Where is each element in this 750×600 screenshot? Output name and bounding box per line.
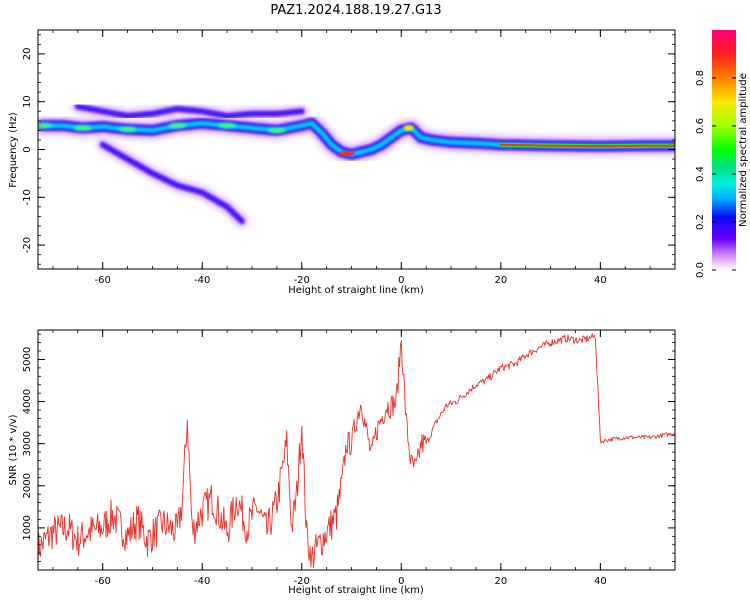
- spectrogram-x-tick-label: 40: [594, 275, 607, 286]
- snr-y-tick-label: 5000: [22, 347, 33, 372]
- snr-y-tick-label: 1000: [22, 515, 33, 540]
- snr-ylabel: SNR (10 * v/v): [8, 414, 19, 485]
- colorbar: 0.0 0.2 0.4 0.6 0.8 Normalized spectral ampl…: [695, 30, 749, 278]
- snr-x-tick-label: -20: [294, 576, 310, 587]
- spectrogram-y-tick-label: -20: [22, 237, 33, 253]
- colorbar-ticks: 0.0 0.2 0.4 0.6 0.8: [695, 70, 736, 278]
- spectral-peak: [218, 122, 237, 129]
- snr-y-tick-label: 4000: [22, 389, 33, 414]
- spectrogram-xlabel: Height of straight line (km): [288, 285, 424, 296]
- spectrogram-x-tick-label: -60: [95, 275, 111, 286]
- snr-series-line: [38, 333, 675, 569]
- spectrogram-x-tick-label: -40: [194, 275, 210, 286]
- colorbar-tick-label: 0.6: [695, 118, 706, 134]
- spectral-peak: [267, 127, 286, 134]
- spectrogram-x-tick-label: 20: [494, 275, 507, 286]
- spectral-peak: [168, 122, 187, 129]
- spectrogram-x-tick-label: -20: [294, 275, 310, 286]
- spectral-peak: [38, 122, 52, 129]
- spectrogram-y-tick-label: 20: [22, 48, 33, 61]
- colorbar-tick-label: 0.0: [695, 262, 706, 278]
- snr-y-tick-label: 3000: [22, 431, 33, 456]
- colorbar-label: Normalized spectral amplitude: [738, 73, 749, 227]
- ridge-main-peak: [499, 143, 675, 148]
- spectral-peak: [118, 126, 137, 133]
- spectrogram-ticks: -60 -40 -20 0 20 40 -20 -10 0 10 20: [22, 30, 676, 286]
- spectrogram-y-tick-label: -10: [22, 189, 33, 205]
- snr-xlabel: Height of straight line (km): [288, 585, 424, 596]
- snr-panel: -60 -40 -20 0 20 40 1000 2000 3000 4000 5000 Heigh…: [8, 329, 676, 596]
- colorbar-gradient: [712, 30, 736, 270]
- snr-x-tick-label: -40: [194, 576, 210, 587]
- colorbar-tick-label: 0.4: [695, 166, 706, 182]
- ridge-upper-band: [76, 105, 304, 118]
- spectral-peak: [73, 124, 92, 131]
- spectrogram-heatmap: [38, 98, 675, 230]
- snr-line-layer: [38, 333, 675, 569]
- ridge-descending-band: [101, 143, 244, 223]
- snr-frame: [37, 329, 676, 571]
- snr-x-tick-label: 20: [494, 576, 507, 587]
- spectrogram-panel: -60 -40 -20 0 20 40 -20 -10 0 10 20 Height of stra…: [8, 29, 676, 296]
- snr-ticks: -60 -40 -20 0 20 40 1000 2000 3000 4000 5000: [22, 330, 676, 587]
- snr-y-tick-label: 2000: [22, 473, 33, 498]
- spectrogram-x-tick-label: 0: [398, 275, 404, 286]
- spectrogram-y-tick-label: 10: [22, 95, 33, 108]
- chart-title: PAZ1.2024.188.19.27.G13: [270, 3, 441, 18]
- spectral-peak-max: [338, 150, 355, 156]
- snr-x-tick-label: -60: [95, 576, 111, 587]
- spectrogram-y-tick-label: 0: [22, 146, 33, 152]
- snr-x-tick-label: 0: [398, 576, 404, 587]
- spectrogram-ylabel: Frequency (Hz): [8, 112, 19, 188]
- spectral-peak: [403, 124, 414, 131]
- snr-x-tick-label: 40: [594, 576, 607, 587]
- colorbar-tick-label: 0.2: [695, 214, 706, 230]
- colorbar-tick-label: 0.8: [695, 70, 706, 86]
